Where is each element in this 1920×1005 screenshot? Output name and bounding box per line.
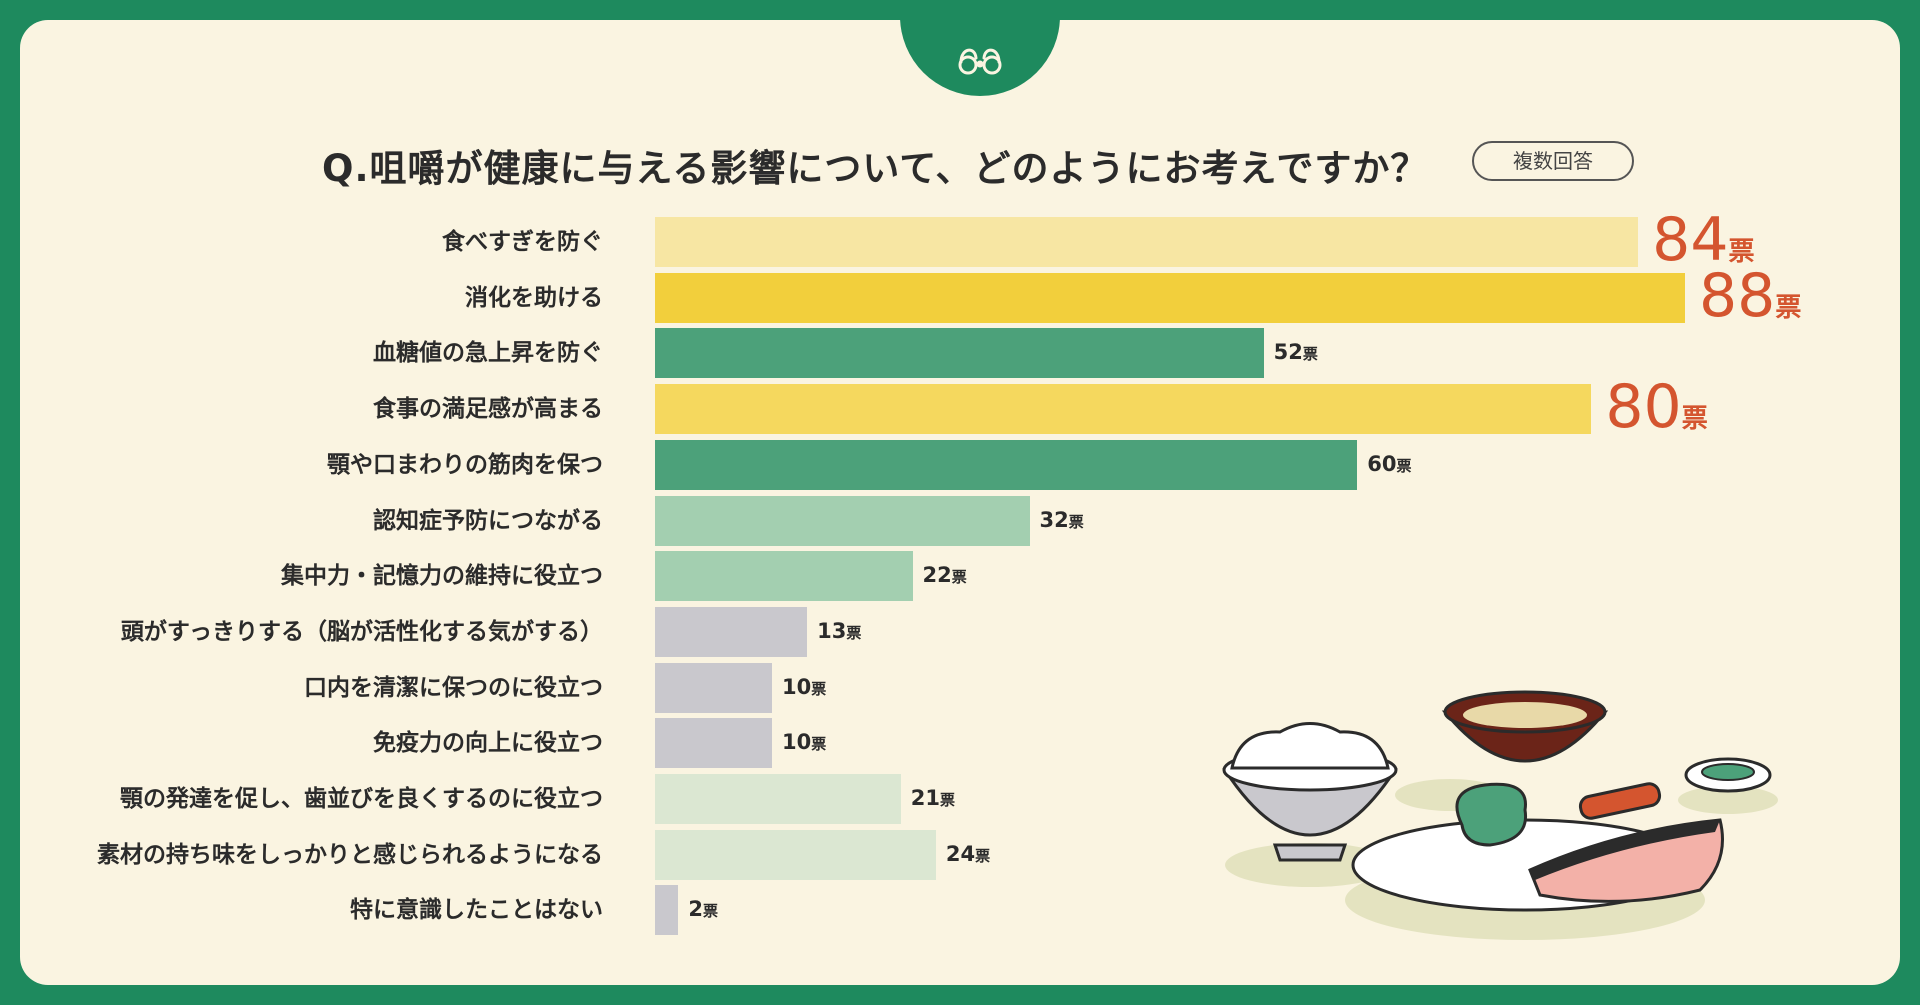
value-label: 52票 bbox=[1273, 340, 1318, 365]
bar bbox=[655, 662, 773, 713]
category-label: 認知症予防につながる bbox=[373, 507, 603, 534]
value-label: 88票 bbox=[1699, 260, 1802, 331]
page-title: Q.咀嚼が健康に与える影響について、どのようにお考えですか？ bbox=[322, 147, 1429, 190]
value-label: 13票 bbox=[817, 618, 862, 643]
category-label: 顎の発達を促し、歯並びを良くするのに役立つ bbox=[120, 786, 603, 812]
value-label: 21票 bbox=[910, 786, 956, 810]
category-label: 顎や口まわりの筋肉を保つ bbox=[327, 451, 603, 478]
category-label: 集中力・記憶力の維持に役立つ bbox=[281, 563, 603, 590]
bar bbox=[655, 328, 1264, 379]
japanese-meal-illustration-icon bbox=[1222, 690, 1778, 940]
value-label: 84票 bbox=[1652, 205, 1755, 275]
category-label: 頭がすっきりする（脳が活性化する気がする） bbox=[120, 618, 603, 645]
multiple-answer-badge: 複数回答 bbox=[1472, 141, 1634, 181]
brand-logo-icon bbox=[958, 48, 1002, 75]
bar bbox=[655, 384, 1592, 435]
bar bbox=[655, 606, 808, 657]
bar bbox=[655, 272, 1685, 323]
category-label: 口内を清潔に保つのに役立つ bbox=[304, 674, 603, 701]
category-label: 食事の満足感が高まる bbox=[373, 396, 603, 423]
bar bbox=[655, 551, 913, 602]
bar bbox=[655, 439, 1358, 490]
category-label: 素材の持ち味をしっかりと感じられるようになる bbox=[97, 841, 603, 868]
value-label: 24票 bbox=[945, 841, 991, 866]
chart-card: Q.咀嚼が健康に与える影響について、どのようにお考えですか？ 複数回答 食べすぎ… bbox=[20, 20, 1900, 985]
value-label: 10票 bbox=[782, 674, 827, 699]
bar bbox=[655, 829, 936, 880]
bar bbox=[655, 217, 1639, 267]
category-label: 消化を助ける bbox=[465, 284, 603, 311]
value-label: 22票 bbox=[922, 563, 967, 588]
bar bbox=[655, 774, 901, 824]
value-label: 10票 bbox=[782, 730, 827, 755]
value-label: 60票 bbox=[1367, 451, 1412, 476]
category-label: 食べすぎを防ぐ bbox=[442, 229, 603, 255]
bar bbox=[655, 495, 1030, 546]
value-label: 32票 bbox=[1039, 507, 1084, 532]
value-label: 80票 bbox=[1605, 372, 1708, 443]
category-label: 特に意識したことはない bbox=[350, 897, 603, 924]
category-label: 免疫力の向上に役立つ bbox=[373, 730, 603, 757]
bar bbox=[655, 718, 773, 769]
value-label: 2票 bbox=[688, 897, 719, 922]
bar bbox=[655, 885, 679, 936]
category-label: 血糖値の急上昇を防ぐ bbox=[373, 340, 603, 367]
